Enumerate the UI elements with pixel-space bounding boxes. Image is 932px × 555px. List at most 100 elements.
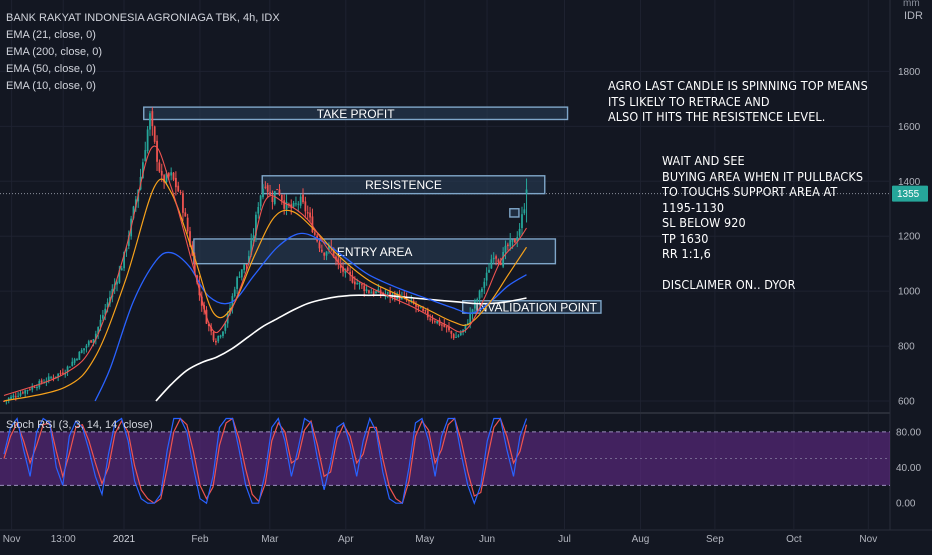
candle — [356, 283, 359, 285]
candle — [499, 262, 502, 266]
candle — [455, 336, 457, 338]
candle — [283, 200, 286, 209]
zone-rect[interactable] — [509, 208, 520, 218]
candle — [344, 268, 347, 274]
zone-rect[interactable] — [143, 106, 569, 121]
candle — [391, 294, 394, 296]
candle — [450, 330, 453, 334]
candle — [255, 214, 257, 236]
indicator-ema-50[interactable]: EMA (50, close, 0) — [6, 63, 96, 75]
candle — [459, 332, 462, 336]
candle — [285, 201, 288, 210]
indicator-ema-10[interactable]: EMA (10, close, 0) — [6, 80, 96, 92]
candle — [264, 186, 267, 188]
candle — [83, 348, 85, 351]
candle — [156, 140, 158, 162]
candle — [238, 276, 241, 278]
candle — [445, 326, 448, 328]
candle — [240, 269, 243, 278]
candle — [151, 111, 154, 127]
candle — [276, 189, 279, 191]
candle — [389, 291, 392, 297]
candle — [349, 271, 352, 275]
symbol-title[interactable]: BANK RAKYAT INDONESIA AGRONIAGA TBK, 4h,… — [6, 12, 280, 24]
y-tick-label: 1200 — [898, 232, 921, 243]
candle — [372, 291, 375, 295]
zone-label: TAKE PROFIT — [317, 107, 395, 121]
zone-label: INVALIDATION POINT — [475, 300, 597, 314]
candle — [247, 256, 250, 264]
x-tick-label: 2021 — [113, 534, 136, 545]
candle — [94, 333, 97, 340]
x-tick-label: Oct — [786, 534, 802, 545]
candle — [488, 269, 490, 273]
candle — [31, 386, 34, 390]
candle — [514, 238, 516, 243]
candle — [313, 232, 316, 235]
candle — [511, 239, 514, 242]
candle — [370, 292, 373, 294]
candle — [473, 300, 476, 309]
candle — [441, 324, 443, 326]
candle — [269, 192, 271, 195]
candle — [448, 327, 450, 331]
candle — [158, 162, 161, 172]
ema-50-line — [94, 232, 527, 402]
candle — [245, 264, 248, 266]
zone-label: RESISTENCE — [365, 178, 442, 192]
x-tick-label: May — [415, 534, 434, 545]
ema-21-line — [3, 178, 528, 402]
zone-rect[interactable] — [462, 300, 602, 314]
candle — [523, 209, 526, 214]
stoch-rsi-title[interactable]: Stoch RSI (3, 3, 14, 14, close) — [6, 419, 153, 431]
candle — [193, 255, 196, 275]
candle — [318, 242, 321, 249]
candle — [28, 389, 31, 391]
indicator-ema-21[interactable]: EMA (21, close, 0) — [6, 29, 96, 41]
candle — [99, 319, 102, 327]
x-tick-label: Apr — [338, 534, 354, 545]
candle — [189, 231, 191, 246]
y-tick-label: 1000 — [898, 287, 921, 298]
candle — [71, 361, 74, 366]
x-tick-label: Nov — [859, 534, 877, 545]
candle — [502, 251, 505, 267]
candle — [3, 400, 5, 402]
x-tick-label: Sep — [706, 534, 724, 545]
candle — [311, 216, 314, 233]
candle — [323, 252, 326, 256]
candle — [525, 189, 528, 194]
candle — [52, 377, 55, 379]
pane-divider-overlay — [0, 412, 890, 414]
candle — [224, 323, 227, 331]
candle — [375, 291, 377, 294]
candle — [342, 266, 344, 272]
candle — [490, 259, 493, 269]
x-tick-label: Jun — [479, 534, 495, 545]
candle — [358, 282, 361, 285]
candle — [431, 318, 434, 321]
candle — [518, 228, 521, 236]
y-tick-label: 1400 — [898, 177, 921, 188]
candle — [266, 185, 269, 192]
candle — [306, 212, 309, 214]
candle — [26, 390, 29, 392]
candle — [297, 203, 300, 205]
candle — [304, 201, 307, 212]
indicator-ema-200[interactable]: EMA (200, close, 0) — [6, 46, 102, 58]
zone-rect[interactable] — [261, 175, 546, 195]
candle — [495, 256, 497, 259]
candle — [429, 318, 432, 320]
candle — [287, 203, 290, 206]
candle — [184, 212, 187, 217]
candle — [47, 376, 50, 381]
zone-rect[interactable] — [193, 238, 557, 265]
stoch-d-line — [3, 417, 528, 505]
candle — [302, 194, 304, 203]
candle — [497, 259, 500, 263]
candle — [492, 257, 495, 260]
candle — [433, 321, 436, 323]
candle — [346, 267, 349, 272]
